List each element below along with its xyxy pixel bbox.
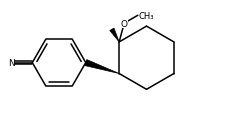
- Polygon shape: [85, 60, 119, 74]
- Text: N: N: [8, 59, 15, 67]
- Polygon shape: [110, 29, 119, 43]
- Text: CH₃: CH₃: [139, 12, 154, 21]
- Text: O: O: [121, 19, 128, 28]
